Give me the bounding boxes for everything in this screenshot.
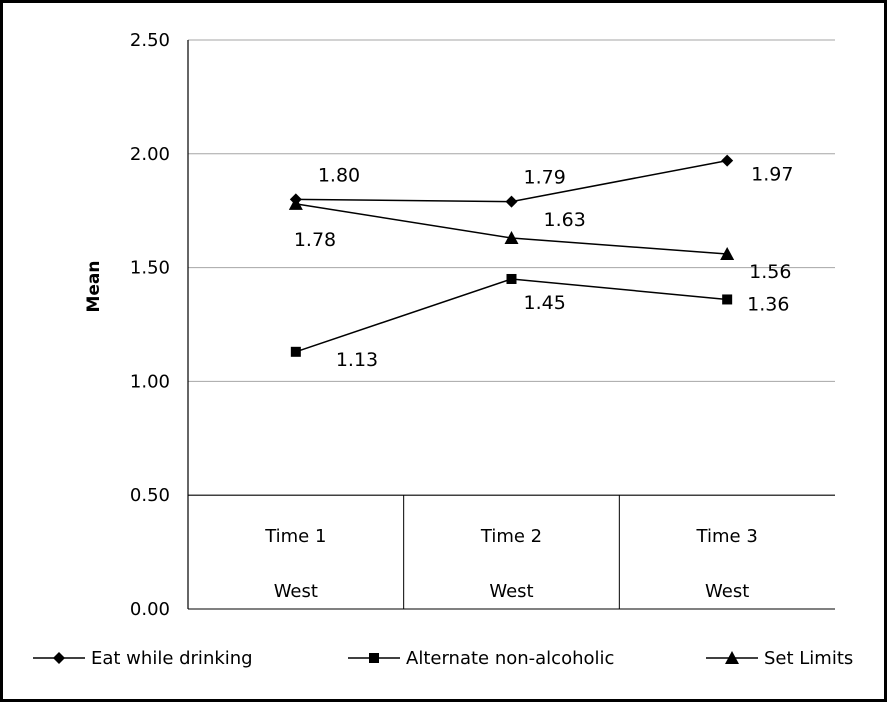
series-line-2 [295,203,728,255]
series-line-0 [295,159,728,203]
legend-marker [725,651,739,664]
data-label: 1.56 [749,261,791,283]
x-category-label: Time 3 [696,526,758,547]
y-tick-label: 1.50 [130,258,170,279]
legend-marker [369,653,379,663]
data-label: 1.13 [336,349,378,371]
x-group-label: West [274,581,318,602]
data-label: 1.36 [747,293,789,315]
data-label: 1.80 [318,164,360,186]
y-tick-label: 2.00 [130,144,170,165]
data-point-marker [506,273,517,284]
y-tick-label: 0.00 [130,599,170,620]
series [288,154,735,357]
data-point-marker [288,196,303,210]
data-labels: 1.80 1.79 1.97 1.13 1.45 1.36 1.78 1.63 1.56 [294,164,794,371]
legend: Eat while drinking Alternate non-alcoholi… [33,648,853,669]
y-axis-title: Mean [84,260,104,312]
data-label: 1.78 [294,229,336,251]
legend-entry: Eat while drinking [91,648,253,669]
line-chart: 0.00 0.50 1.00 1.50 2.00 2.50 Time 1 West Time 2… [33,30,853,669]
x-group-label: West [705,581,749,602]
data-label: 1.97 [751,164,793,186]
data-label: 1.79 [524,167,566,189]
data-point-marker [722,294,733,305]
gridlines [188,39,835,496]
y-tick-label: 2.50 [130,30,170,51]
x-group-label: West [489,581,533,602]
x-category-label: Time 1 [264,526,326,547]
data-label: 1.45 [524,292,566,314]
axes: 0.00 0.50 1.00 1.50 2.00 2.50 Time 1 West Time 2… [84,30,835,620]
data-point-marker [721,154,734,167]
legend-marker [53,652,65,664]
data-point-marker [505,195,518,208]
data-point-marker [290,346,301,357]
x-category-label: Time 2 [480,526,542,547]
y-tick-label: 1.00 [130,371,170,392]
legend-entry: Set Limits [764,648,853,669]
legend-entry: Alternate non-alcoholic [406,648,614,669]
data-point-marker [504,231,519,245]
data-label: 1.63 [544,209,586,231]
series-line-1 [295,278,728,353]
data-point-marker [720,246,735,260]
y-tick-label: 0.50 [130,485,170,506]
